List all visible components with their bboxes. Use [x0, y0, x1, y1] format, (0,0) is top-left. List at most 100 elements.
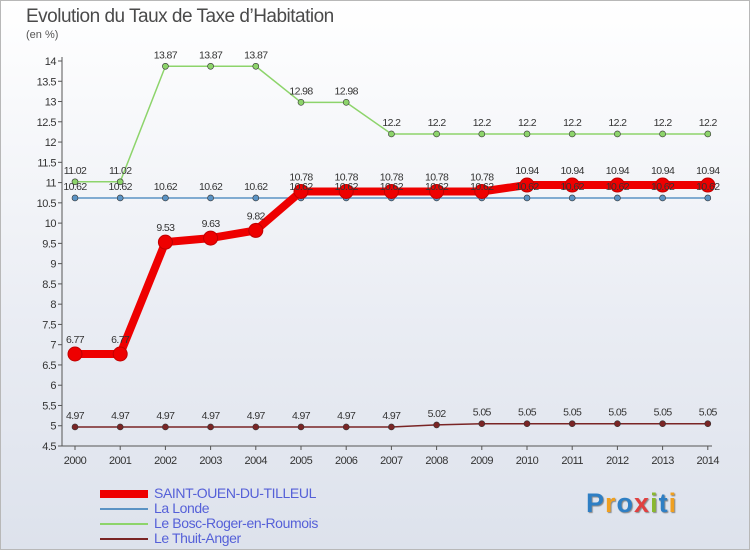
data-point	[342, 423, 350, 431]
y-tick-label: 8	[50, 299, 56, 311]
series-line-0	[71, 181, 712, 359]
data-point	[71, 423, 79, 431]
data-label: 10.62	[244, 181, 268, 193]
data-point	[614, 130, 621, 138]
y-tick-label: 14	[45, 56, 57, 68]
data-label: 10.62	[335, 181, 359, 193]
x-tick-label: 2014	[697, 455, 720, 467]
data-label: 4.97	[337, 410, 356, 422]
data-point	[609, 177, 625, 193]
data-point	[388, 130, 395, 138]
data-point	[429, 183, 445, 199]
x-tick-label: 2004	[245, 455, 268, 467]
data-label: 9.63	[202, 218, 221, 230]
y-tick-label: 6	[50, 380, 56, 392]
data-label: 5.05	[563, 407, 582, 419]
x-tick-label: 2003	[199, 455, 222, 467]
line-chart: 4.5 5 5.5 6 6.5 7 7.5 8 8.5 9 9.5 10 10.5 11 11.5 12 12.…	[37, 49, 721, 467]
data-label: 10.62	[606, 181, 630, 193]
legend-swatch	[100, 522, 148, 525]
legend-item: SAINT-OUEN-DU-TILLEUL	[100, 486, 318, 501]
data-label: 10.94	[561, 165, 585, 177]
data-label: 10.62	[696, 181, 720, 193]
data-label: 12.2	[563, 117, 582, 129]
y-tick-label: 10.5	[37, 198, 57, 210]
data-label: 12.2	[654, 117, 673, 129]
data-point	[383, 183, 399, 199]
y-tick-label: 8.5	[42, 279, 56, 291]
legend-swatch	[100, 507, 148, 510]
chart-subtitle: (en %)	[26, 29, 59, 41]
data-point	[568, 194, 576, 202]
data-label: 12.98	[289, 85, 313, 97]
chart-title: Evolution du Taux de Taxe d’Habitation	[26, 6, 334, 27]
data-point	[614, 194, 621, 202]
y-tick-label: 5	[50, 421, 56, 433]
y-tick-label: 7	[50, 340, 56, 352]
data-point	[478, 130, 486, 138]
data-point	[207, 423, 214, 431]
data-label: 10.62	[109, 181, 133, 193]
y-tick-label: 12	[45, 137, 57, 149]
legend-label: Le Bosc-Roger-en-Roumois	[154, 515, 318, 531]
y-tick-label: 13.5	[37, 76, 57, 88]
data-point	[116, 423, 124, 431]
data-label: 10.78	[289, 171, 313, 183]
data-label: 10.62	[199, 181, 223, 193]
x-tick-label: 2000	[64, 455, 87, 467]
x-tick-label: 2009	[471, 455, 494, 467]
data-label: 4.97	[202, 410, 221, 422]
legend-item: Le Thuit-Anger	[100, 531, 318, 546]
data-point	[659, 194, 666, 202]
x-tick-label: 2001	[109, 455, 132, 467]
y-tick-label: 9	[50, 259, 56, 271]
x-tick-label: 2005	[290, 455, 313, 467]
data-label: 4.97	[111, 410, 130, 422]
x-tick-label: 2007	[380, 455, 403, 467]
data-label: 10.62	[380, 181, 404, 193]
data-point	[568, 420, 576, 428]
data-point	[704, 194, 712, 202]
data-point	[67, 346, 83, 362]
data-label: 11.02	[109, 165, 132, 177]
data-point	[203, 230, 219, 246]
data-label: 5.05	[473, 407, 492, 419]
data-label: 10.62	[154, 181, 178, 193]
legend-swatch	[100, 489, 148, 498]
legend-label: SAINT-OUEN-DU-TILLEUL	[154, 485, 316, 501]
data-label: 6.77	[111, 334, 130, 346]
data-point	[116, 178, 124, 186]
x-tick-label: 2002	[154, 455, 177, 467]
data-label: 4.97	[156, 410, 175, 422]
x-tick-label: 2012	[606, 455, 629, 467]
data-point	[704, 130, 712, 138]
data-label: 4.97	[66, 410, 85, 422]
data-label: 5.05	[699, 407, 718, 419]
data-label: 13.87	[199, 49, 223, 61]
data-label: 4.97	[292, 410, 311, 422]
data-label: 12.2	[699, 117, 718, 129]
data-label: 12.2	[428, 117, 447, 129]
proxiti-logo: Proxiti	[586, 488, 678, 518]
data-point	[338, 183, 354, 199]
data-label: 13.87	[154, 49, 178, 61]
y-tick-label: 6.5	[42, 360, 56, 372]
data-label: 5.02	[428, 408, 447, 420]
x-tick-label: 2006	[335, 455, 358, 467]
data-label: 11.02	[64, 165, 87, 177]
y-tick-label: 13	[45, 97, 57, 109]
data-point	[252, 62, 260, 70]
data-point	[252, 194, 260, 202]
data-label: 12.2	[473, 117, 492, 129]
y-tick-label: 11.5	[37, 157, 56, 169]
y-tick-label: 4.5	[42, 441, 56, 453]
data-point	[112, 346, 128, 362]
data-point	[71, 194, 79, 202]
data-point	[478, 420, 486, 428]
y-tick-label: 11	[46, 178, 57, 190]
legend-item: Le Bosc-Roger-en-Roumois	[100, 516, 318, 531]
data-point	[71, 178, 79, 186]
data-point	[116, 194, 124, 202]
data-point	[297, 423, 305, 431]
